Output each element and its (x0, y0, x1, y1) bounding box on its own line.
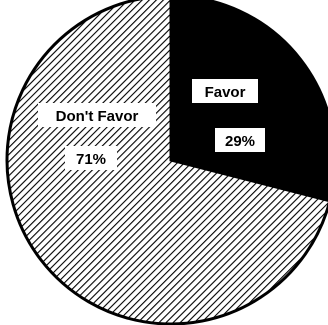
pie-slices (5, 0, 328, 325)
favor-label: Favor (205, 84, 246, 101)
favor-percent-label: 29% (225, 133, 255, 150)
dont-favor-label-box (38, 103, 156, 127)
pie-slice-don-t-favor (5, 0, 328, 325)
favor-percent-box (215, 128, 265, 152)
dont-favor-percent-label: 71% (76, 151, 106, 168)
dont-favor-label: Don't Favor (56, 108, 139, 125)
favor-label-box (192, 79, 258, 103)
dont-favor-percent-box (65, 146, 117, 170)
